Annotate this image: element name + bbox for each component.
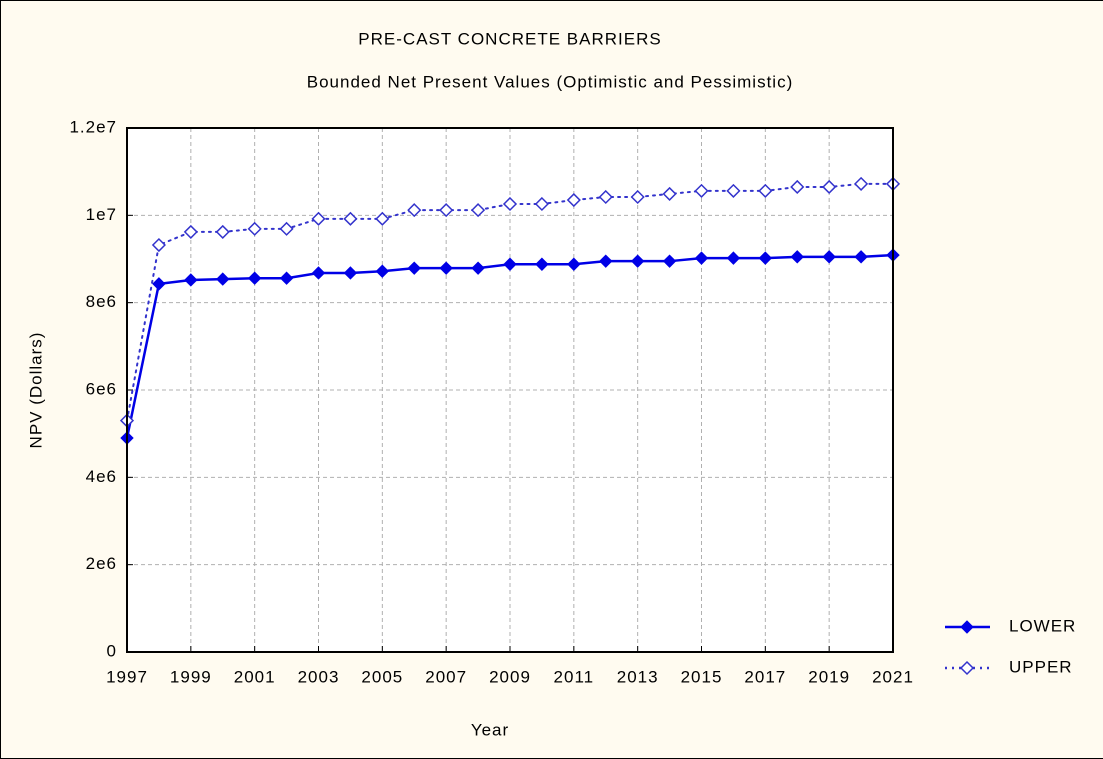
legend-marker bbox=[960, 620, 974, 634]
data-point bbox=[502, 196, 518, 212]
data-point bbox=[599, 254, 613, 268]
data-point bbox=[184, 273, 198, 287]
data-point bbox=[503, 257, 517, 271]
data-point bbox=[694, 183, 709, 198]
x-tick-label: 2005 bbox=[361, 667, 403, 686]
x-tick-label: 2011 bbox=[554, 667, 595, 686]
y-tick-label: 6e6 bbox=[86, 379, 117, 398]
chart-title: PRE-CAST CONCRETE BARRIERS bbox=[358, 29, 661, 48]
data-point bbox=[758, 251, 773, 265]
data-point bbox=[215, 224, 230, 239]
data-point bbox=[726, 251, 741, 265]
x-tick-label: 2001 bbox=[234, 667, 276, 686]
data-point bbox=[790, 250, 804, 264]
data-point bbox=[694, 251, 709, 265]
data-point bbox=[566, 192, 581, 208]
data-point bbox=[279, 271, 294, 285]
x-tick-label: 1997 bbox=[106, 667, 148, 686]
x-tick-label: 2007 bbox=[425, 667, 467, 686]
y-tick-label: 4e6 bbox=[86, 467, 117, 486]
data-point bbox=[662, 186, 677, 201]
y-tick-label: 8e6 bbox=[86, 292, 117, 311]
data-point bbox=[151, 237, 166, 253]
data-point bbox=[822, 250, 836, 264]
data-point bbox=[439, 261, 453, 275]
data-point bbox=[630, 189, 645, 205]
legend-marker bbox=[959, 660, 975, 676]
data-point bbox=[343, 211, 358, 226]
data-point bbox=[854, 250, 868, 264]
data-point bbox=[216, 272, 230, 286]
data-point bbox=[726, 183, 741, 198]
y-tick-label: 2e6 bbox=[86, 554, 117, 573]
data-point bbox=[279, 221, 294, 236]
data-point bbox=[311, 211, 326, 226]
x-tick-label: 2013 bbox=[617, 667, 659, 686]
data-point bbox=[247, 221, 262, 236]
y-axis-label: NPV (Dollars) bbox=[26, 332, 45, 449]
series-layer bbox=[119, 176, 901, 445]
data-point bbox=[662, 254, 677, 268]
data-point bbox=[534, 196, 549, 212]
data-point bbox=[407, 261, 421, 275]
data-point bbox=[758, 183, 773, 198]
data-point bbox=[375, 264, 390, 278]
data-point bbox=[407, 203, 422, 218]
x-tick-label: 2003 bbox=[298, 667, 340, 686]
x-tick-label: 2009 bbox=[489, 667, 531, 686]
data-point bbox=[247, 271, 262, 285]
y-tick-label: 0 bbox=[107, 641, 117, 660]
y-tick-label: 1e7 bbox=[86, 205, 117, 224]
data-point bbox=[311, 266, 326, 280]
data-point bbox=[630, 254, 645, 268]
data-point bbox=[471, 203, 486, 218]
legend-label: LOWER bbox=[1009, 616, 1076, 635]
data-point bbox=[439, 203, 454, 218]
x-tick-label: 2015 bbox=[681, 667, 723, 686]
data-point bbox=[343, 266, 358, 280]
legend-label: UPPER bbox=[1009, 657, 1073, 676]
data-point bbox=[375, 211, 390, 226]
plot-frame bbox=[126, 127, 894, 653]
x-axis-label: Year bbox=[471, 720, 509, 739]
y-tick-label: 1.2e7 bbox=[69, 117, 117, 136]
data-point bbox=[567, 257, 581, 271]
data-point bbox=[471, 261, 485, 275]
data-point bbox=[790, 179, 805, 195]
x-tick-label: 2021 bbox=[872, 667, 914, 686]
x-tick-label: 2019 bbox=[808, 667, 850, 686]
data-point bbox=[822, 179, 837, 195]
chart-subtitle: Bounded Net Present Values (Optimistic a… bbox=[307, 72, 793, 91]
x-tick-label: 2017 bbox=[744, 667, 786, 686]
data-point bbox=[598, 189, 613, 205]
x-tick-label: 1999 bbox=[170, 667, 212, 686]
data-point bbox=[535, 257, 549, 271]
data-point bbox=[152, 277, 166, 291]
data-point bbox=[183, 224, 198, 239]
legend: LOWER UPPER bbox=[945, 616, 1076, 676]
data-point bbox=[854, 176, 869, 191]
